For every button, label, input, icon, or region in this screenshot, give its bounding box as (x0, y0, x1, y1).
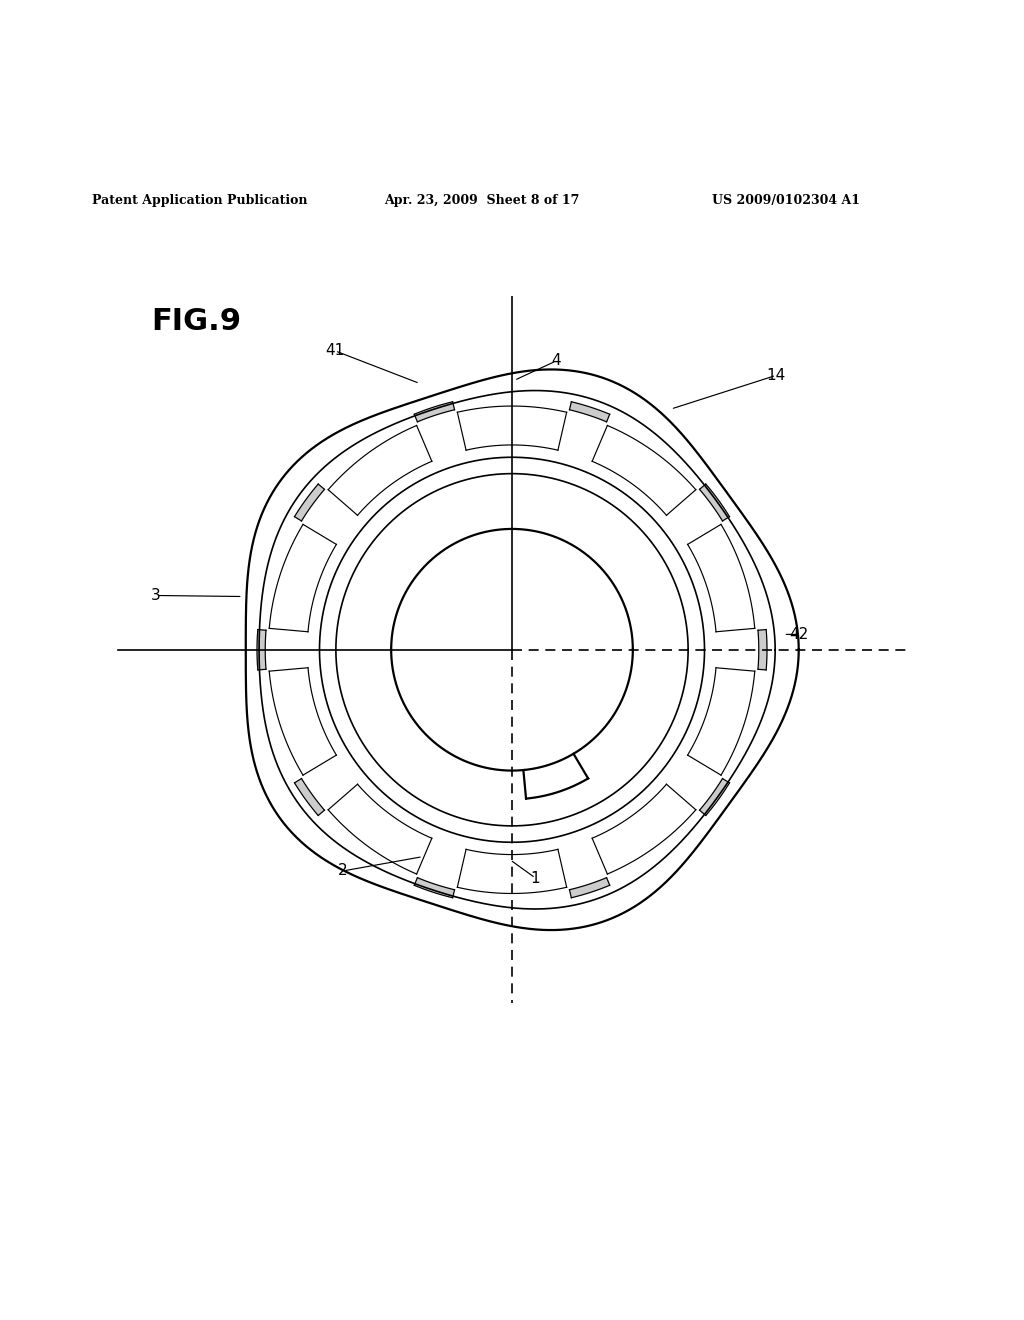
Text: 1: 1 (530, 871, 541, 886)
Text: FIG.9: FIG.9 (152, 306, 242, 335)
Text: 41: 41 (326, 343, 344, 358)
Polygon shape (758, 630, 767, 671)
Text: 14: 14 (767, 368, 785, 383)
Polygon shape (269, 524, 336, 632)
Polygon shape (328, 784, 432, 874)
Polygon shape (458, 849, 566, 894)
Polygon shape (257, 630, 266, 671)
Polygon shape (569, 401, 609, 422)
Polygon shape (458, 407, 566, 450)
Polygon shape (592, 784, 696, 874)
Polygon shape (328, 425, 432, 515)
Polygon shape (699, 484, 729, 521)
Polygon shape (688, 524, 755, 632)
Text: 3: 3 (151, 587, 161, 603)
Polygon shape (269, 668, 336, 775)
Polygon shape (295, 484, 325, 521)
Polygon shape (688, 668, 755, 775)
Polygon shape (295, 779, 325, 816)
Polygon shape (415, 401, 455, 422)
Polygon shape (592, 425, 696, 515)
Text: US 2009/0102304 A1: US 2009/0102304 A1 (712, 194, 860, 207)
Text: Apr. 23, 2009  Sheet 8 of 17: Apr. 23, 2009 Sheet 8 of 17 (384, 194, 580, 207)
Text: 42: 42 (790, 627, 808, 642)
Polygon shape (415, 878, 455, 898)
Text: Patent Application Publication: Patent Application Publication (92, 194, 307, 207)
Text: 2: 2 (338, 863, 348, 878)
Polygon shape (699, 779, 729, 816)
Polygon shape (569, 878, 609, 898)
Text: 4: 4 (551, 354, 561, 368)
